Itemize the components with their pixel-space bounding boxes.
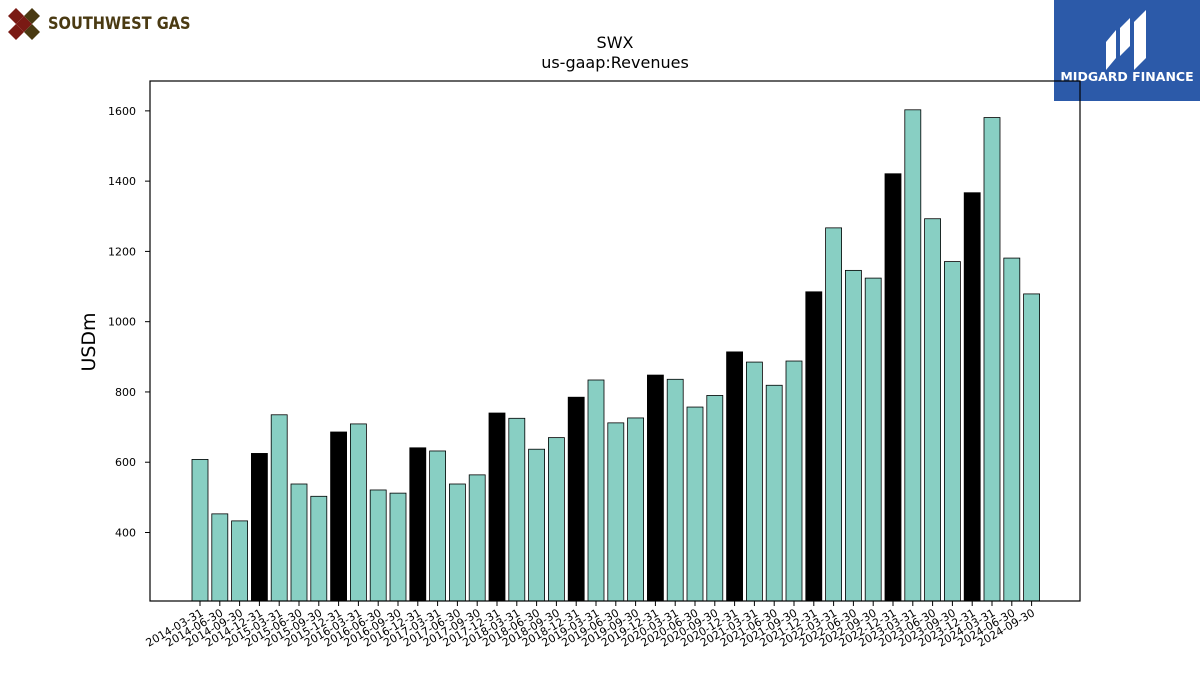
bar-2019-06-30 (607, 422, 625, 602)
bar-2019-09-30 (627, 417, 644, 602)
bar-2014-12-31 (250, 453, 268, 602)
y-tick-label: 400 (115, 526, 136, 539)
bar-2021-03-31 (746, 361, 763, 602)
chart-subtitle: us-gaap:Revenues (541, 53, 689, 72)
bar-2018-03-31 (508, 417, 526, 602)
bar-2018-12-31 (567, 396, 585, 602)
bar-2014-09-30 (231, 520, 249, 602)
bar-2018-09-30 (548, 437, 565, 602)
bar-2018-06-30 (528, 448, 545, 602)
y-tick-label: 1400 (108, 175, 136, 188)
y-axis-label: USDm (78, 312, 100, 371)
bar-2017-12-31 (488, 412, 506, 602)
bar-2016-03-31 (349, 423, 367, 602)
y-axis: 400 600 800 1000 1200 1400 1600 (108, 105, 150, 539)
bar-2017-06-30 (448, 483, 466, 602)
bar-2024-06-30 (1003, 257, 1021, 602)
bar-series (191, 109, 1040, 602)
bar-2021-06-30 (765, 384, 783, 602)
bar-2015-12-31 (330, 431, 348, 602)
bar-2015-09-30 (310, 495, 328, 602)
bar-2014-03-31 (191, 459, 209, 602)
bar-2016-09-30 (389, 492, 407, 602)
bar-2024-09-30 (1023, 293, 1040, 602)
y-tick-label: 800 (115, 386, 136, 399)
y-tick-label: 1200 (108, 245, 136, 258)
midgard-finance-mark-icon (1106, 10, 1146, 70)
midgard-finance-logo: MIDGARD FINANCE (1054, 0, 1200, 101)
southwest-gas-wordmark: SOUTHWEST GAS (48, 14, 191, 34)
bar-2023-03-31 (904, 109, 922, 602)
bar-2017-03-31 (429, 450, 447, 602)
bar-2022-09-30 (864, 277, 882, 602)
bar-2021-09-30 (785, 360, 803, 602)
bar-2020-03-31 (666, 378, 684, 602)
bar-2022-12-31 (884, 173, 902, 602)
bar-2023-12-31 (963, 192, 981, 602)
bar-2021-12-31 (805, 291, 823, 602)
southwest-gas-mark-icon (8, 8, 40, 40)
bar-2023-09-30 (944, 261, 961, 602)
bar-2020-12-31 (726, 351, 743, 602)
bar-2020-06-30 (686, 406, 704, 602)
bar-2015-06-30 (290, 483, 308, 602)
midgard-finance-wordmark: MIDGARD FINANCE (1060, 69, 1194, 84)
x-axis: 2014-03-312014-06-302014-09-302014-12-31… (144, 601, 1037, 650)
bar-2014-06-30 (211, 513, 229, 602)
bar-2016-12-31 (409, 447, 427, 602)
bar-2022-06-30 (845, 269, 862, 602)
bar-2020-09-30 (706, 395, 724, 602)
bar-2017-09-30 (468, 474, 486, 602)
plot-frame (149, 80, 1081, 602)
y-tick-label: 1000 (108, 316, 136, 329)
chart-title: SWX (597, 33, 634, 52)
bar-2023-06-30 (924, 218, 941, 602)
y-tick-label: 1600 (108, 105, 136, 118)
bar-2015-03-31 (270, 414, 288, 602)
bar-2022-03-31 (825, 227, 842, 602)
bar-2016-06-30 (369, 489, 387, 602)
y-tick-label: 600 (115, 456, 136, 469)
bar-2019-03-31 (587, 379, 605, 602)
southwest-gas-logo: SOUTHWEST GAS (4, 4, 214, 44)
bar-2024-03-31 (983, 117, 1001, 602)
bar-2019-12-31 (647, 374, 664, 602)
